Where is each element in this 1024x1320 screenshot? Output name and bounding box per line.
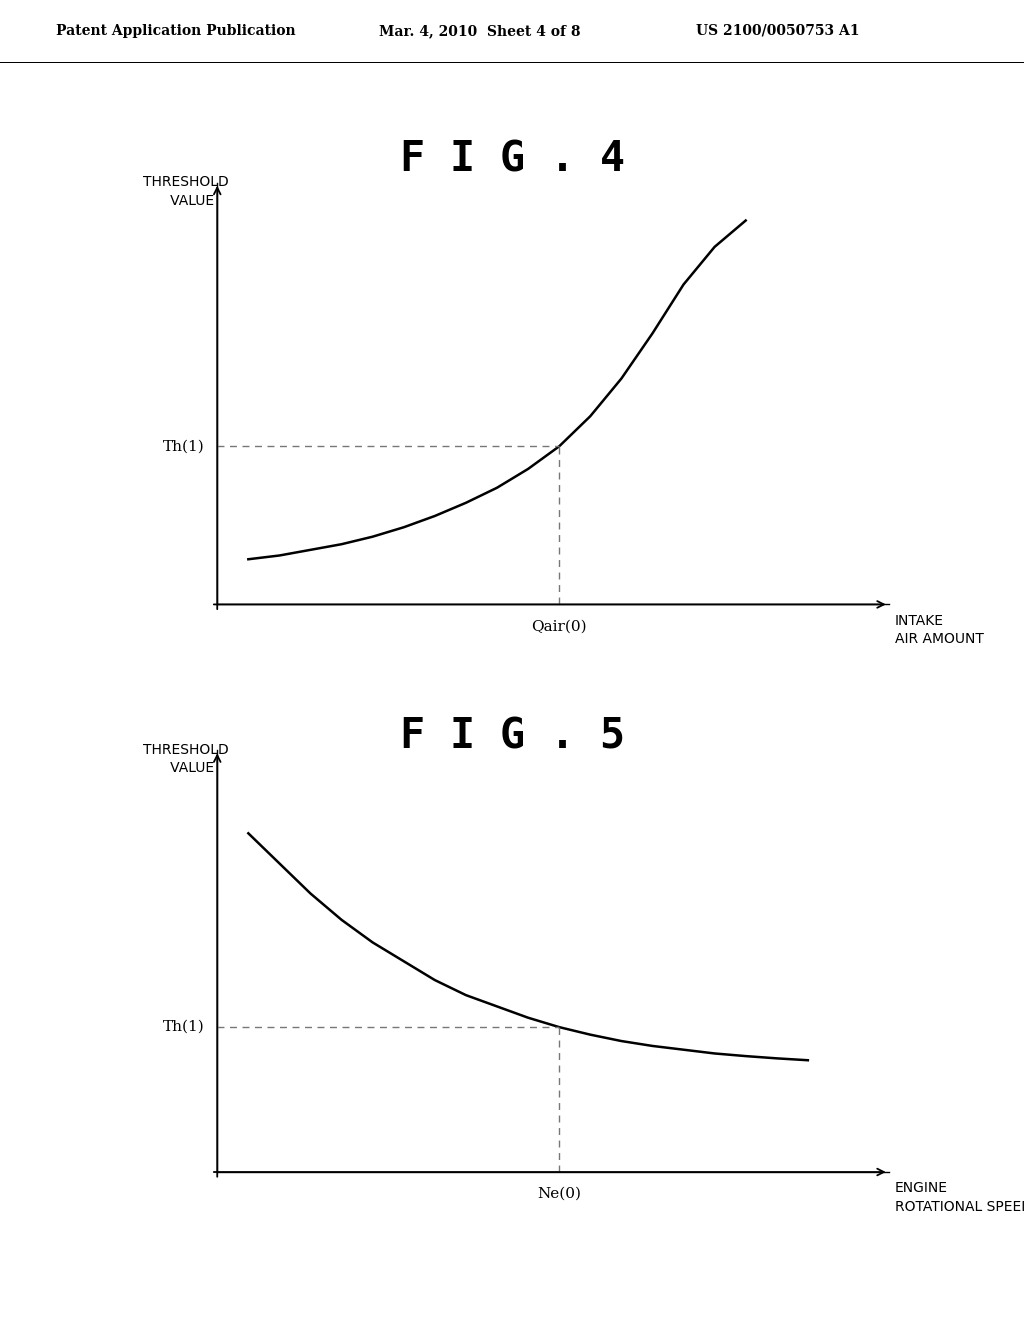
Text: Th(1): Th(1) <box>163 440 205 453</box>
Text: Qair(0): Qair(0) <box>531 619 587 634</box>
Text: Ne(0): Ne(0) <box>538 1187 582 1201</box>
Text: ENGINE
ROTATIONAL SPEED: ENGINE ROTATIONAL SPEED <box>895 1181 1024 1214</box>
Text: Th(1): Th(1) <box>163 1020 205 1034</box>
Text: INTAKE
AIR AMOUNT: INTAKE AIR AMOUNT <box>895 614 984 647</box>
Text: F I G . 5: F I G . 5 <box>399 715 625 758</box>
Text: THRESHOLD
   VALUE: THRESHOLD VALUE <box>142 743 228 775</box>
Text: Mar. 4, 2010  Sheet 4 of 8: Mar. 4, 2010 Sheet 4 of 8 <box>379 24 581 38</box>
Text: THRESHOLD
   VALUE: THRESHOLD VALUE <box>142 176 228 207</box>
Text: US 2100/0050753 A1: US 2100/0050753 A1 <box>696 24 860 38</box>
Text: F I G . 4: F I G . 4 <box>399 139 625 181</box>
Text: Patent Application Publication: Patent Application Publication <box>56 24 296 38</box>
